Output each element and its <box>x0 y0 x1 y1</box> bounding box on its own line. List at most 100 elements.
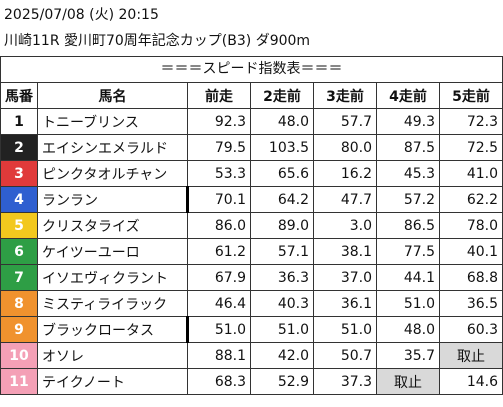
speed-index: 14.6 <box>439 368 503 395</box>
speed-index: 86.0 <box>187 212 251 239</box>
horse-number: 1 <box>0 108 38 135</box>
horse-number: 4 <box>0 186 38 213</box>
speed-index: 103.5 <box>250 134 314 161</box>
horse-number: 9 <box>0 316 38 343</box>
speed-index: 65.6 <box>250 160 314 187</box>
speed-index: 92.3 <box>187 108 251 135</box>
horse-name: ランラン <box>37 186 188 213</box>
caption: ＝＝＝スピード指数表＝＝＝ <box>0 56 503 82</box>
horse-number: 3 <box>0 160 38 187</box>
speed-index: 86.5 <box>376 212 440 239</box>
race-title: 川崎11R 愛川町70周年記念カップ(B3) ダ900m <box>4 33 311 49</box>
speed-index: 16.2 <box>313 160 377 187</box>
horse-number: 5 <box>0 212 38 239</box>
table-row: 9 ブラックロータス 51.0 51.0 51.0 48.0 60.3 <box>0 316 503 343</box>
table-row: 2 エイシンエメラルド 79.5 103.5 80.0 87.5 72.5 <box>0 134 503 161</box>
horse-name: オソレ <box>37 342 188 369</box>
speed-index: 72.5 <box>439 134 503 161</box>
speed-index: 44.1 <box>376 264 440 291</box>
speed-index: 40.1 <box>439 238 503 265</box>
speed-index: 51.0 <box>313 316 377 343</box>
speed-index: 48.0 <box>250 108 314 135</box>
speed-index: 35.7 <box>376 342 440 369</box>
horse-name: クリスタライズ <box>37 212 188 239</box>
speed-index: 取止 <box>439 342 503 369</box>
speed-index: 79.5 <box>187 134 251 161</box>
horse-name: トニーブリンス <box>37 108 188 135</box>
speed-index: 77.5 <box>376 238 440 265</box>
horse-number: 10 <box>0 342 38 369</box>
table-row: 7 イソエヴィクラント 67.9 36.3 37.0 44.1 68.8 <box>0 264 503 291</box>
horse-number: 8 <box>0 290 38 317</box>
date: 2025/07/08 (火) 20:15 <box>4 7 159 23</box>
speed-index: 45.3 <box>376 160 440 187</box>
table-row: 5 クリスタライズ 86.0 89.0 3.0 86.5 78.0 <box>0 212 503 239</box>
speed-index: 64.2 <box>250 186 314 213</box>
speed-index: 88.1 <box>187 342 251 369</box>
speed-index: 57.1 <box>250 238 314 265</box>
speed-index: 51.0 <box>186 316 251 343</box>
speed-index: 70.1 <box>186 186 251 213</box>
speed-index: 52.9 <box>250 368 314 395</box>
table-row: 6 ケイツーユーロ 61.2 57.1 38.1 77.5 40.1 <box>0 238 503 265</box>
column-header: 5走前 <box>439 82 503 109</box>
speed-index: 36.3 <box>250 264 314 291</box>
speed-index: 40.3 <box>250 290 314 317</box>
horse-name: ピンクタオルチャン <box>37 160 188 187</box>
speed-index: 51.0 <box>376 290 440 317</box>
speed-index: 57.2 <box>376 186 440 213</box>
header-row: 馬番 馬名 前走 2走前 3走前 4走前 5走前 <box>0 82 503 109</box>
speed-table: 馬番 馬名 前走 2走前 3走前 4走前 5走前 1 トニーブリンス 92.3 48.0 57.7 4… <box>0 82 503 395</box>
speed-index: 46.4 <box>187 290 251 317</box>
speed-index: 36.1 <box>313 290 377 317</box>
speed-index: 61.2 <box>187 238 251 265</box>
table-row: 10 オソレ 88.1 42.0 50.7 35.7 取止 <box>0 342 503 369</box>
speed-index: 67.9 <box>187 264 251 291</box>
column-header: 馬名 <box>37 82 188 109</box>
speed-index: 3.0 <box>313 212 377 239</box>
horse-number: 2 <box>0 134 38 161</box>
speed-index: 89.0 <box>250 212 314 239</box>
speed-index: 78.0 <box>439 212 503 239</box>
speed-index: 60.3 <box>439 316 503 343</box>
horse-name: エイシンエメラルド <box>37 134 188 161</box>
column-header: 3走前 <box>313 82 377 109</box>
speed-index: 72.3 <box>439 108 503 135</box>
speed-index: 41.0 <box>439 160 503 187</box>
speed-index: 48.0 <box>376 316 440 343</box>
horse-name: イソエヴィクラント <box>37 264 188 291</box>
horse-number: 6 <box>0 238 38 265</box>
speed-index: 38.1 <box>313 238 377 265</box>
speed-index: 49.3 <box>376 108 440 135</box>
horse-number: 11 <box>0 368 38 395</box>
speed-index: 取止 <box>376 368 440 395</box>
speed-index: 37.0 <box>313 264 377 291</box>
speed-index: 68.8 <box>439 264 503 291</box>
table-row: 4 ランラン 70.1 64.2 47.7 57.2 62.2 <box>0 186 503 213</box>
horse-name: ミスティライラック <box>37 290 188 317</box>
column-header: 4走前 <box>376 82 440 109</box>
speed-index: 50.7 <box>313 342 377 369</box>
column-header: 2走前 <box>250 82 314 109</box>
speed-index: 36.5 <box>439 290 503 317</box>
speed-index: 53.3 <box>187 160 251 187</box>
horse-number: 7 <box>0 264 38 291</box>
column-header: 馬番 <box>0 82 38 109</box>
horse-name: テイクノート <box>37 368 188 395</box>
speed-index: 87.5 <box>376 134 440 161</box>
table-row: 3 ピンクタオルチャン 53.3 65.6 16.2 45.3 41.0 <box>0 160 503 187</box>
speed-index: 37.3 <box>313 368 377 395</box>
speed-index: 62.2 <box>439 186 503 213</box>
horse-name: ブラックロータス <box>37 316 188 343</box>
speed-index: 42.0 <box>250 342 314 369</box>
table-row: 11 テイクノート 68.3 52.9 37.3 取止 14.6 <box>0 368 503 395</box>
horse-name: ケイツーユーロ <box>37 238 188 265</box>
table-row: 8 ミスティライラック 46.4 40.3 36.1 51.0 36.5 <box>0 290 503 317</box>
speed-index: 47.7 <box>313 186 377 213</box>
column-header: 前走 <box>187 82 251 109</box>
speed-index: 80.0 <box>313 134 377 161</box>
speed-index: 68.3 <box>187 368 251 395</box>
table-row: 1 トニーブリンス 92.3 48.0 57.7 49.3 72.3 <box>0 108 503 135</box>
speed-index: 57.7 <box>313 108 377 135</box>
